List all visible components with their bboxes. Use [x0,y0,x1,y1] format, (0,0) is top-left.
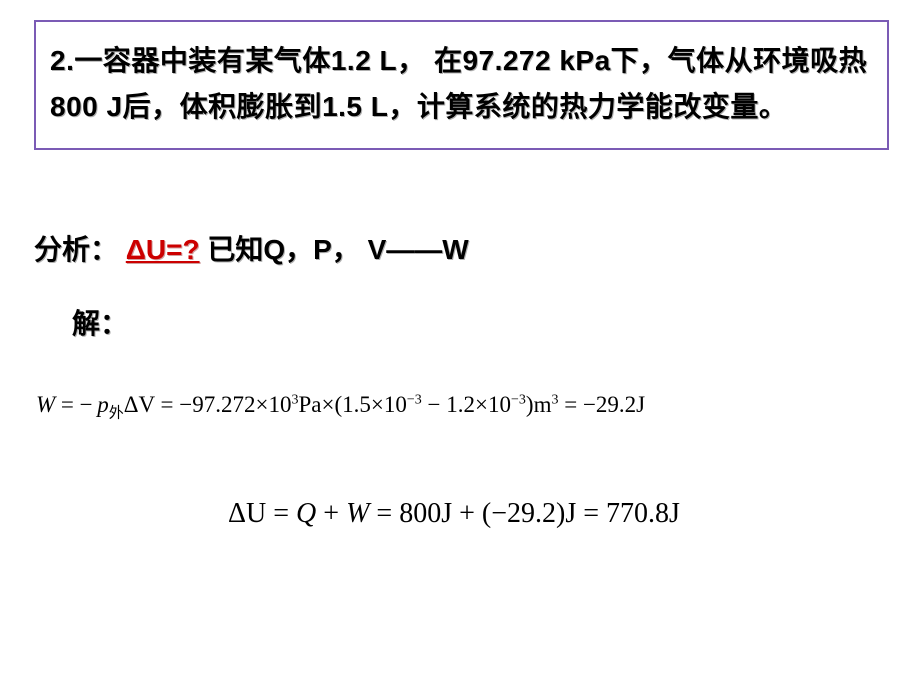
val-neg292: (−29.2) [482,498,565,529]
var-W: W [36,392,55,417]
problem-box: 2.一容器中装有某气体1.2 L， 在97.272 kPa下，气体从环境吸热80… [34,20,889,150]
eq2-sign-3: = [576,498,606,529]
val-15: 1.5 [342,392,371,417]
problem-statement: 2.一容器中装有某气体1.2 L， 在97.272 kPa下，气体从环境吸热80… [50,38,873,130]
delta-u-question: ΔU=? [126,234,200,265]
delta-U: ΔU [228,498,266,529]
times-4: × [475,392,488,417]
exp-n3a: −3 [407,392,422,407]
times-3: × [371,392,384,417]
lparen: ( [334,392,342,417]
equation-deltaU: ΔU = Q + W = 800J + (−29.2)J = 770.8J [228,498,680,530]
p-subscript: 外 [109,406,124,422]
result-W: −29.2 [583,392,636,417]
neg-2: − [179,392,192,417]
val-97: 97.272 [192,392,255,417]
unit-J-1: J [636,392,645,417]
plus-2: + [452,498,482,529]
eq-sign-1: = [55,392,79,417]
minus-op: − [422,392,446,417]
unit-J-4: J [669,498,680,529]
delta-V: ΔV [124,392,155,417]
times-1: × [255,392,268,417]
unit-m: m [534,392,552,417]
eq-sign-3: = [558,392,582,417]
analysis-prefix: 分析： [34,234,126,265]
rparen: ) [526,392,534,417]
exp-n3b: −3 [511,392,526,407]
plus-1: + [316,498,346,529]
unit-Pa: Pa [298,392,321,417]
val-800: 800 [399,498,441,529]
times-2: × [321,392,334,417]
var-p: p [97,392,109,417]
ten-2: 10 [384,392,407,417]
solution-label: 解： [72,302,128,342]
ten-1: 10 [268,392,291,417]
eq2-sign-1: = [266,498,296,529]
analysis-line: 分析： ΔU=? 已知Q，P， V——W [34,228,469,268]
analysis-suffix: 已知Q，P， V——W [200,234,469,265]
var-Q: Q [296,498,316,529]
equation-work: W = − p外ΔV = −97.272×103Pa×(1.5×10−3 − 1… [36,392,645,423]
unit-J-2: J [441,498,452,529]
neg-1: − [80,392,93,417]
ten-3: 10 [488,392,511,417]
var-W2: W [346,498,369,529]
eq2-sign-2: = [369,498,399,529]
result-dU: 770.8 [606,498,669,529]
val-12: 1.2 [446,392,475,417]
eq-sign-2: = [155,392,179,417]
unit-J-3: J [565,498,576,529]
